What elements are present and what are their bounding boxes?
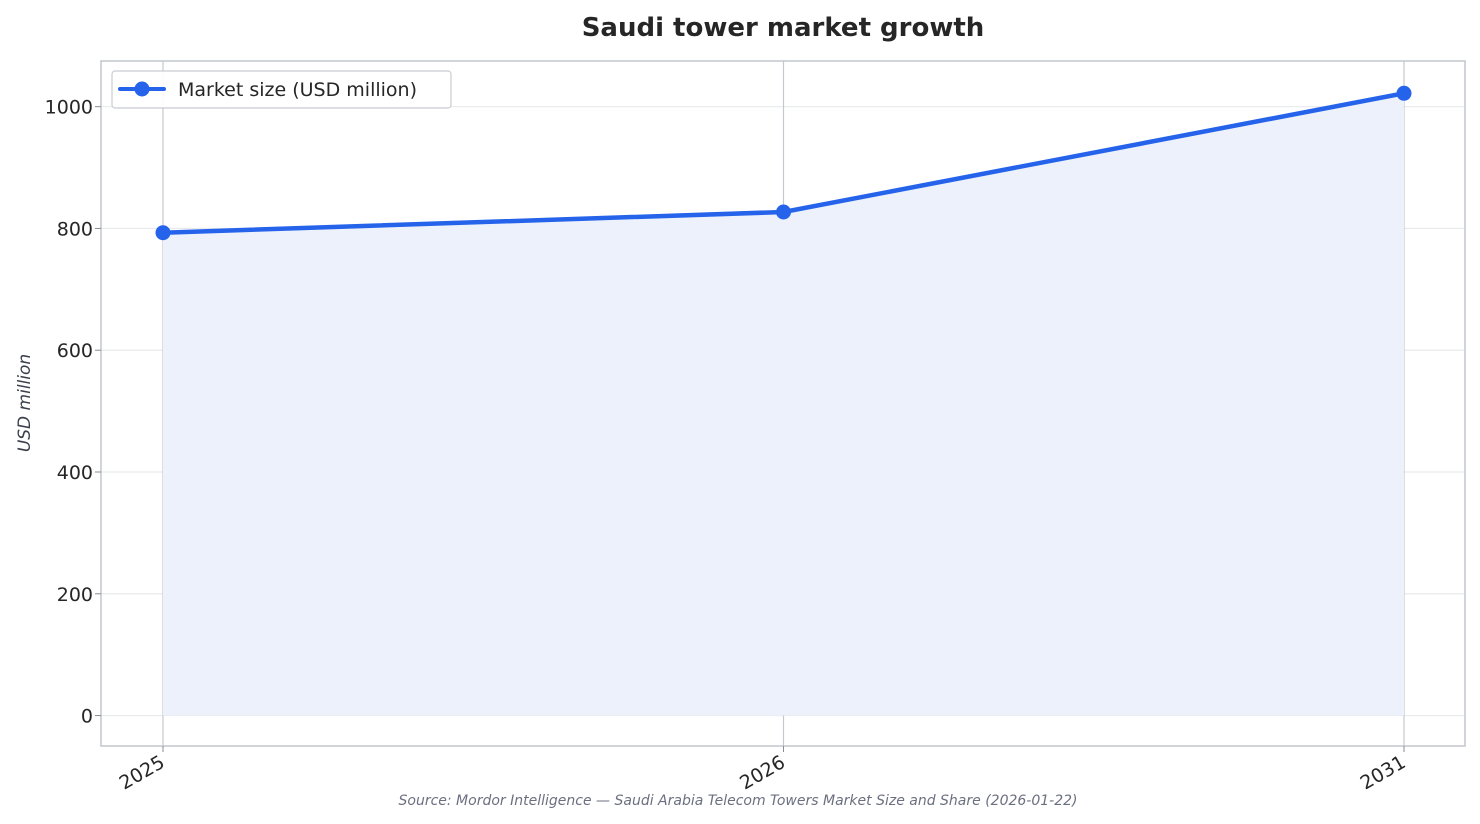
- legend-label: Market size (USD million): [178, 79, 417, 101]
- y-tick-label: 600: [57, 340, 93, 362]
- y-axis-label: USD million: [15, 354, 35, 452]
- x-tick-label: 2031: [1357, 751, 1410, 794]
- series-area: [163, 93, 1404, 716]
- y-tick-label: 400: [57, 462, 93, 484]
- y-tick-label: 800: [57, 218, 93, 240]
- data-point[interactable]: [776, 204, 791, 220]
- legend[interactable]: Market size (USD million): [111, 70, 452, 109]
- data-point[interactable]: [155, 225, 171, 241]
- y-tick-label: 200: [57, 584, 93, 606]
- x-axis-ticks: 2025 2026 2031: [116, 746, 1410, 795]
- y-tick-label: 0: [81, 706, 93, 728]
- data-point[interactable]: [1396, 85, 1412, 101]
- chart-title: Saudi tower market growth: [582, 13, 985, 43]
- legend-box: [111, 70, 452, 109]
- x-tick-label: 2025: [116, 751, 169, 794]
- y-axis-ticks: 0 200 400 600 800 1000: [45, 97, 101, 728]
- area-fill-layer: [163, 93, 1404, 716]
- x-tick-label: 2026: [736, 751, 789, 794]
- legend-marker-swatch: [134, 81, 150, 97]
- y-tick-label: 1000: [45, 97, 93, 119]
- source-note: Source: Mordor Intelligence — Saudi Arab…: [399, 793, 1078, 809]
- data-points-layer: [155, 85, 1412, 241]
